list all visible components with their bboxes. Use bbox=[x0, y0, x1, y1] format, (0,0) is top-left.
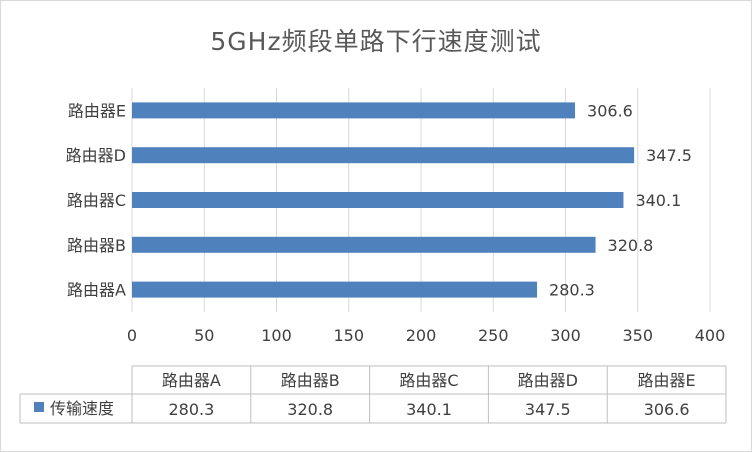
data-label: 306.6 bbox=[587, 101, 633, 120]
bars bbox=[132, 102, 635, 298]
x-tick-label: 250 bbox=[478, 326, 509, 345]
data-label: 320.8 bbox=[608, 236, 654, 255]
x-tick-label: 200 bbox=[406, 326, 437, 345]
category-label: 路由器C bbox=[67, 191, 126, 210]
x-tick-label: 400 bbox=[695, 326, 726, 345]
bar-路由器A bbox=[132, 281, 538, 298]
table-header-cell: 路由器E bbox=[638, 371, 696, 390]
category-labels: 路由器A 路由器B 路由器C 路由器D 路由器E bbox=[66, 101, 126, 299]
x-tick-label: 50 bbox=[194, 326, 214, 345]
data-table: 路由器A 280.3 路由器B 320.8 路由器C 340.1 路由器D 347.5 路由器E… bbox=[19, 365, 727, 424]
bar-路由器B bbox=[132, 236, 596, 253]
category-label: 路由器D bbox=[66, 146, 126, 165]
data-label: 340.1 bbox=[635, 191, 681, 210]
table-value-cell: 306.6 bbox=[644, 400, 690, 419]
table-header-cell: 路由器C bbox=[399, 371, 458, 390]
table-header-cell: 路由器D bbox=[518, 371, 578, 390]
x-axis-tick-labels: 0 50 100 150 200 250 300 350 400 bbox=[127, 326, 725, 345]
table-value-cell: 280.3 bbox=[168, 400, 214, 419]
table-value-cell: 320.8 bbox=[287, 400, 333, 419]
table-value-cell: 340.1 bbox=[406, 400, 452, 419]
x-tick-label: 150 bbox=[333, 326, 364, 345]
data-label: 280.3 bbox=[549, 281, 595, 300]
legend-key bbox=[34, 402, 44, 412]
chart-title: 5GHz频段单路下行速度测试 bbox=[210, 27, 542, 56]
bar-路由器E bbox=[132, 102, 576, 119]
x-tick-label: 300 bbox=[550, 326, 581, 345]
bar-路由器C bbox=[132, 192, 624, 208]
table-header-cell: 路由器B bbox=[281, 371, 340, 390]
category-label: 路由器E bbox=[68, 101, 126, 120]
category-label: 路由器B bbox=[67, 236, 126, 255]
category-label: 路由器A bbox=[67, 281, 126, 300]
x-tick-label: 350 bbox=[622, 326, 653, 345]
data-label: 347.5 bbox=[646, 146, 692, 165]
x-tick-label: 100 bbox=[261, 326, 292, 345]
x-tick-label: 0 bbox=[127, 326, 137, 345]
table-header-cell: 路由器A bbox=[162, 371, 221, 390]
data-labels: 280.3 320.8 340.1 347.5 306.6 bbox=[549, 101, 692, 299]
bar-路由器D bbox=[132, 147, 635, 164]
legend-series-name: 传输速度 bbox=[50, 399, 114, 418]
table-value-cell: 347.5 bbox=[525, 400, 571, 419]
